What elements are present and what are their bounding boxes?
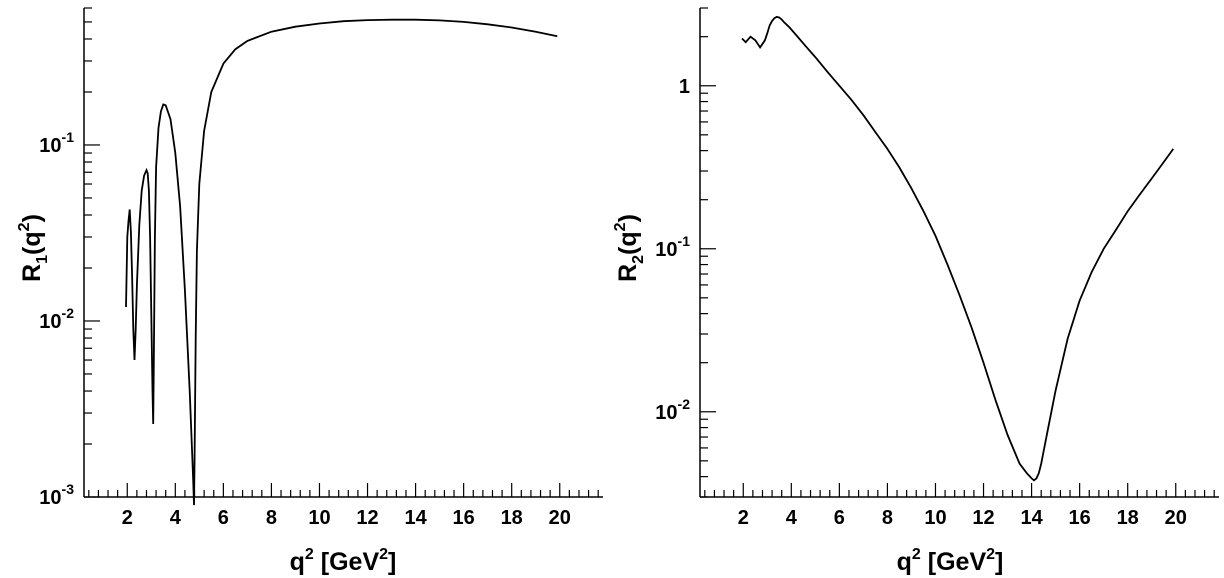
series-1 [125, 18, 558, 506]
x-tick-label: 20 [1165, 507, 1187, 529]
x-tick-label: 18 [1117, 507, 1139, 529]
series-line [125, 18, 558, 506]
x-tick-label: 10 [308, 507, 330, 529]
x-tick-label: 2 [738, 507, 749, 529]
x-axis-title-1: q2 [GeV2] [290, 546, 397, 576]
y-tick-label: 1 [679, 76, 690, 98]
x-tick-label: 18 [501, 507, 523, 529]
series-line [741, 15, 1175, 482]
x-tick-label: 4 [170, 507, 182, 529]
chart-panel-1: 2 4 6 8 10 12 14 16 18 20 10-310-210-1 q2 [GeV2] … [16, 7, 603, 576]
x-axis-title-2: q2 [GeV2] [897, 546, 1004, 576]
x-tick-label: 16 [1069, 507, 1091, 529]
y-tick-label: 10-3 [39, 481, 74, 509]
x-tick-label: 8 [882, 507, 893, 529]
x-tick-label: 10 [924, 507, 946, 529]
x-ticks-2: 2 4 6 8 10 12 14 16 18 20 [704, 483, 1215, 529]
x-ticks-1: 2 4 6 8 10 12 14 16 18 20 [88, 483, 599, 529]
x-tick-label: 20 [549, 507, 571, 529]
y-axis-title-2: R2(q2) [612, 214, 647, 282]
y-axis-title-1: R1(q2) [16, 214, 51, 282]
y-tick-label: 10-2 [655, 396, 690, 424]
y-tick-label: 10-1 [655, 233, 690, 261]
x-tick-label: 14 [404, 507, 427, 529]
x-tick-label: 6 [834, 507, 845, 529]
x-tick-label: 12 [972, 507, 994, 529]
plot-frame-2 [699, 8, 1219, 498]
x-tick-label: 16 [453, 507, 475, 529]
x-tick-label: 8 [266, 507, 277, 529]
chart-panel-2: 2 4 6 8 10 12 14 16 18 20 10-2 10-1 1 q2 [GeV2] R2(… [612, 7, 1219, 576]
y-tick-label: 10-2 [39, 305, 74, 333]
plot-frame-1 [83, 8, 603, 498]
x-tick-label: 2 [122, 507, 133, 529]
series-2 [741, 15, 1175, 482]
y-ticks-2: 10-2 10-1 1 [655, 7, 716, 498]
x-tick-label: 4 [786, 507, 798, 529]
y-ticks-1: 10-3 10-2 10-1 [39, 7, 100, 509]
y-tick-label: 10-1 [39, 129, 74, 157]
x-tick-label: 12 [356, 507, 378, 529]
x-tick-label: 6 [218, 507, 229, 529]
x-tick-label: 14 [1020, 507, 1043, 529]
